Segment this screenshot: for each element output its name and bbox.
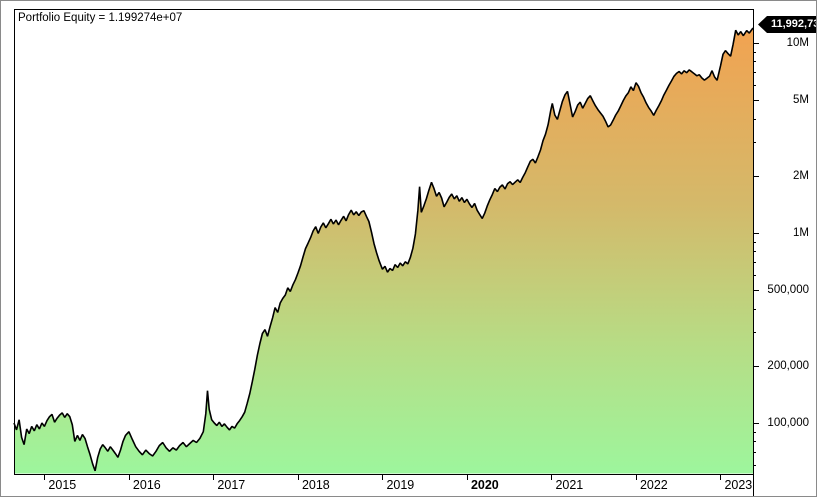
x-tick-label: 2021 [555,478,584,492]
chart-title-label: Portfolio Equity = 1.199274e+07 [18,12,183,24]
x-tick-label: 2016 [132,478,161,492]
x-tick-label: 2023 [724,478,753,492]
y-tick-label: 200,000 [767,359,809,372]
x-tick-label: 2015 [48,478,77,492]
x-tick-label: 2022 [639,478,668,492]
y-tick-label: 10M [786,37,809,49]
y-tick-label: 100,000 [767,417,809,429]
x-tick-label: 2020 [470,478,499,492]
x-tick-label: 2019 [386,478,415,492]
x-tick-label: 2017 [217,478,246,492]
y-tick-label: 1M [793,227,809,239]
y-tick-label: 5M [793,94,809,107]
y-tick-label: 500,000 [767,284,809,297]
last-value-text: 11,992,73 [771,18,817,30]
last-value-badge: 11,992,73 [758,16,817,33]
y-tick-label: 2M [793,169,809,182]
x-tick-label: 2018 [301,478,330,492]
